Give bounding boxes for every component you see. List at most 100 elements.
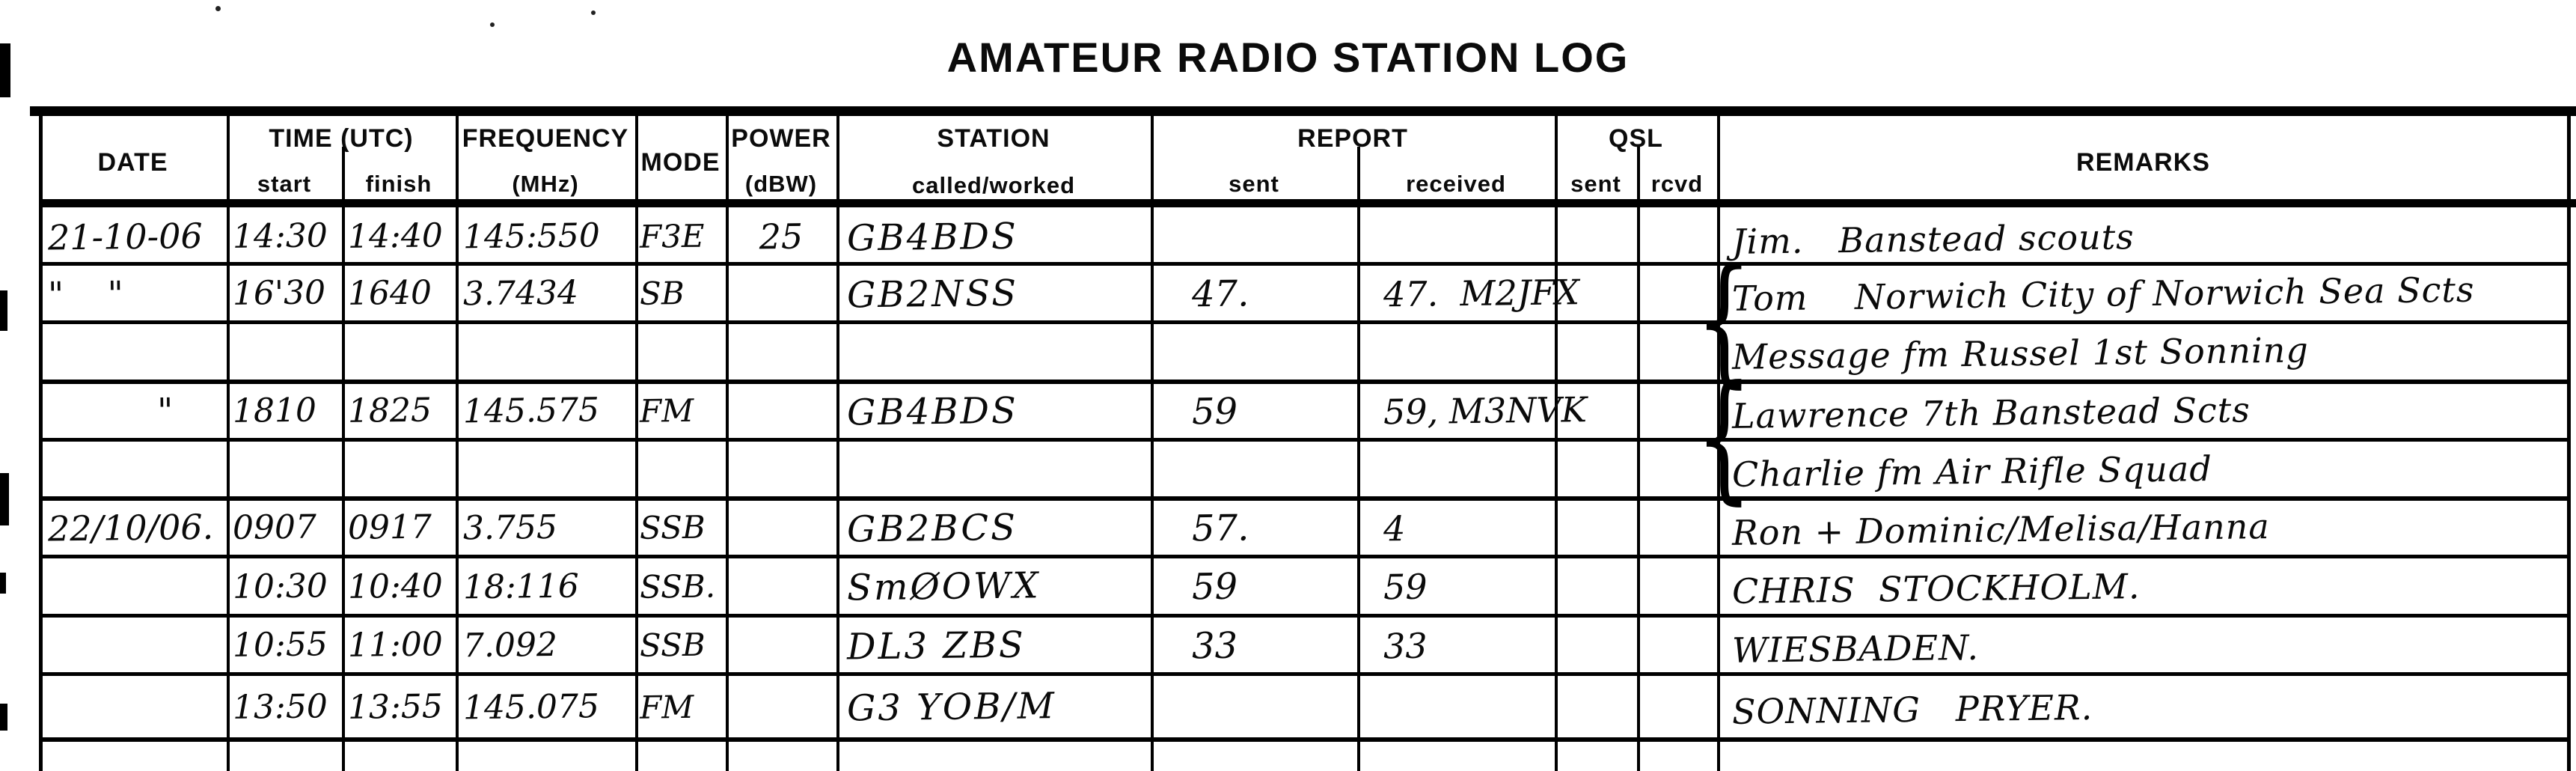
column-header-frequency-unit: (MHz) [512, 171, 579, 197]
log-cell-frequency: 7.092 [462, 625, 558, 665]
log-cell-date: " [47, 389, 174, 432]
binding-mark [0, 704, 7, 731]
grid-line-horizontal [39, 555, 2571, 558]
log-cell-mode: FM [639, 391, 694, 430]
grid-line-vertical [1555, 112, 1558, 771]
log-cell-start: 1810 [232, 391, 317, 430]
log-cell-start: 0907 [232, 508, 317, 547]
log-cell-frequency: 3.7434 [462, 273, 579, 314]
log-cell-start: 14:30 [232, 216, 328, 256]
log-cell-received: 59 [1383, 566, 1428, 608]
scan-speck [591, 10, 596, 15]
column-header-power: POWER [731, 124, 831, 153]
log-cell-mode: F3E [639, 217, 705, 255]
log-cell-finish: 1640 [347, 273, 432, 313]
log-cell-date: 21-10-06 [47, 215, 204, 257]
log-cell-date: " " [47, 272, 124, 314]
grid-line-horizontal [30, 106, 2576, 116]
log-cell-station: SmØOWX [846, 564, 1041, 609]
grid-line-vertical [1151, 112, 1154, 771]
grid-line-horizontal [39, 199, 2576, 207]
log-cell-station: GB4BDS [846, 389, 1019, 433]
log-cell-remarks: SONNING PRYER. [1731, 686, 2093, 732]
page-title: AMATEUR RADIO STATION LOG [946, 34, 1630, 81]
log-cell-remarks: Ron + Dominic/Melisa/Hanna [1731, 505, 2271, 553]
grid-line-vertical [836, 112, 839, 771]
log-cell-frequency: 3.755 [462, 508, 558, 548]
log-cell-mode: FM [639, 688, 694, 726]
log-cell-remarks: Jim. Banstead scouts [1731, 216, 2135, 262]
column-header-time-group: TIME (UTC) [269, 124, 414, 153]
grid-line-vertical [726, 112, 729, 771]
log-cell-received: 59, M3NVK [1383, 388, 1588, 432]
log-cell-frequency: 145:550 [462, 216, 601, 257]
grid-line-vertical [1717, 112, 1720, 771]
column-header-report-sent: sent [1229, 171, 1279, 197]
log-cell-start: 10:30 [232, 566, 328, 606]
log-cell-remarks: CHRIS STOCKHOLM. [1731, 566, 2141, 612]
column-header-time-start: start [257, 171, 312, 197]
log-cell-station: GB2NSS [846, 272, 1019, 316]
grid-line-horizontal [39, 320, 2571, 324]
log-cell-mode: SB [639, 274, 685, 312]
binding-mark [0, 43, 10, 97]
scan-speck [490, 22, 495, 27]
log-cell-received: 4 [1383, 508, 1406, 549]
column-header-power-unit: (dBW) [744, 171, 818, 197]
log-cell-start: 10:55 [232, 625, 328, 665]
grid-line-vertical [342, 147, 345, 771]
grid-line-vertical [227, 112, 230, 771]
column-header-time-finish: finish [365, 171, 432, 197]
column-header-qsl-sent: sent [1570, 171, 1621, 197]
grid-line-vertical [456, 112, 459, 771]
log-cell-finish: 1825 [347, 391, 432, 430]
binding-mark [0, 290, 7, 331]
log-cell-mode: SSB [639, 626, 706, 664]
log-cell-finish: 13:55 [347, 686, 444, 727]
column-header-remarks: REMARKS [2076, 148, 2210, 177]
column-header-report-group: REPORT [1297, 124, 1408, 153]
grid-line-horizontal [39, 380, 2571, 384]
log-cell-finish: 10:40 [347, 566, 444, 606]
grid-line-vertical [2567, 112, 2571, 771]
log-cell-remarks: Tom Norwich City of Norwich Sea Scts [1731, 269, 2475, 319]
log-cell-station: G3 YOB/M [846, 685, 1057, 730]
scan-speck [215, 6, 221, 11]
column-header-station-sub: called/worked [911, 172, 1076, 198]
log-cell-received: 47. M2JFX [1383, 271, 1580, 314]
log-cell-station: GB4BDS [846, 215, 1019, 259]
log-cell-start: 16'30 [232, 273, 326, 313]
grid-line-horizontal [39, 737, 2571, 742]
column-header-date: DATE [97, 148, 168, 177]
column-header-report-received: received [1406, 171, 1506, 197]
grid-line-vertical [39, 109, 43, 771]
binding-mark [0, 573, 6, 594]
column-header-qsl-rcvd: rcvd [1650, 171, 1704, 197]
log-cell-remarks: Message fm Russel 1st Sonning [1731, 329, 2310, 377]
grid-line-horizontal [39, 614, 2571, 618]
log-cell-finish: 0917 [347, 508, 432, 547]
log-cell-remarks: Charlie fm Air Rifle Squad [1731, 448, 2213, 495]
column-header-qsl-group: QSL [1609, 124, 1663, 153]
column-header-mode: MODE [640, 148, 721, 177]
log-cell-power: 25 [759, 216, 804, 257]
binding-mark [0, 473, 9, 525]
log-cell-date: 22/10/06. [47, 506, 214, 549]
grid-line-horizontal [39, 262, 2571, 266]
log-cell-finish: 11:00 [347, 625, 444, 665]
grid-line-horizontal [39, 672, 2571, 676]
column-header-frequency: FREQUENCY [462, 124, 629, 153]
log-cell-station: GB2BCS [846, 506, 1018, 550]
log-cell-mode: SSB [639, 508, 706, 546]
grid-line-horizontal [39, 496, 2571, 501]
grid-line-vertical [1637, 147, 1640, 771]
log-cell-received: 33 [1383, 625, 1428, 666]
log-cell-mode: SSB. [639, 567, 716, 606]
grid-line-vertical [1357, 147, 1360, 771]
log-cell-frequency: 145.075 [462, 686, 600, 727]
log-cell-frequency: 18:116 [462, 567, 580, 606]
column-header-station: STATION [937, 124, 1050, 153]
log-cell-station: DL3 ZBS [846, 624, 1027, 668]
log-cell-remarks: Lawrence 7th Banstead Scts [1731, 388, 2251, 436]
